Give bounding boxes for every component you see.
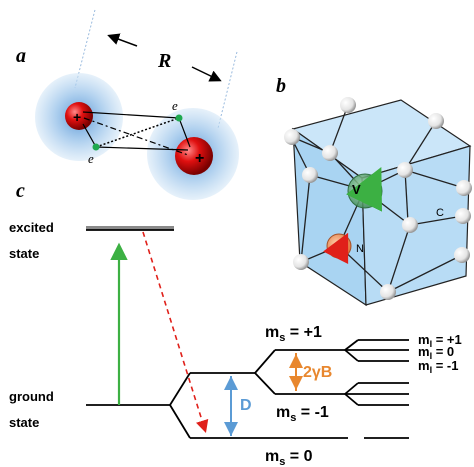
mi-plus-label: mI = +1: [418, 332, 462, 349]
hf-plus-up: [344, 339, 359, 351]
nitrogen-label: N: [356, 243, 364, 255]
carbon-atom: [322, 145, 338, 161]
carbon-atom: [284, 129, 300, 145]
carbon-atom: [302, 167, 318, 183]
nucleus-left-sign: +: [73, 109, 81, 125]
line-e1-e2: [95, 117, 180, 148]
hf-minus-up: [344, 382, 359, 395]
hf-plus-down: [344, 349, 359, 362]
hf-minus-down: [344, 393, 359, 406]
r-arrow-right: [191, 66, 222, 82]
carbon-atom: [402, 217, 418, 233]
decay-arrow: [142, 231, 209, 434]
carbon-atom: [340, 97, 356, 113]
carbon-label: C: [436, 207, 444, 219]
nucleus-right-sign: +: [195, 150, 204, 167]
r-guide-left: [74, 9, 96, 89]
zeeman-up: [254, 349, 276, 374]
zeeman-down: [254, 372, 276, 395]
electron-1: [175, 114, 183, 122]
carbon-atom: [380, 284, 396, 300]
vacancy-spin-arrow: [345, 166, 383, 212]
nucleus-right: [175, 137, 213, 175]
electron-1-label: e: [172, 98, 178, 113]
zeeman-label: 2γB: [303, 364, 332, 381]
energy-levels: [86, 339, 409, 439]
zfs-label: D: [240, 397, 252, 414]
panel-b-letter: b: [276, 75, 286, 97]
electron-2-label: e: [88, 151, 94, 166]
line-e1-n2: [178, 117, 191, 148]
electron-2: [92, 143, 100, 151]
carbon-atom: [456, 180, 472, 196]
ground-label-2: state: [9, 415, 39, 430]
excited-label-1: excited: [9, 220, 54, 235]
panel-c-letter: c: [16, 180, 25, 202]
excited-level-shade: [86, 226, 174, 230]
diamond-lattice: V N C: [284, 97, 472, 307]
r-label: R: [157, 50, 171, 72]
excited-label-2: state: [9, 246, 39, 261]
carbon-atom: [397, 162, 413, 178]
panel-a-letter: a: [16, 45, 26, 67]
mi-zero-label: mI = 0: [418, 344, 454, 361]
nitrogen-spin-arrow: [323, 232, 349, 265]
carbon-atom: [428, 113, 444, 129]
ms-minus-label: ms = -1: [276, 404, 329, 424]
r-guide-right: [217, 51, 238, 129]
mi-minus-label: mI = -1: [418, 358, 458, 375]
split-down: [169, 404, 191, 439]
line-n1-e1: [82, 111, 180, 119]
nucleus-left: [65, 102, 93, 130]
carbon-atoms: [284, 97, 472, 300]
carbon-atom: [454, 247, 470, 263]
line-n1-n2: [83, 117, 189, 156]
vacancy-label: V: [352, 182, 361, 197]
r-arrow-left: [107, 33, 138, 47]
carbon-atom: [293, 254, 309, 270]
line-e2-n1: [82, 123, 97, 148]
ms-plus-label: ms = +1: [265, 324, 322, 344]
ms-zero-label: ms = 0: [265, 448, 313, 467]
split-up: [169, 372, 191, 406]
ground-label-1: ground: [9, 389, 54, 404]
carbon-atom: [455, 208, 471, 224]
